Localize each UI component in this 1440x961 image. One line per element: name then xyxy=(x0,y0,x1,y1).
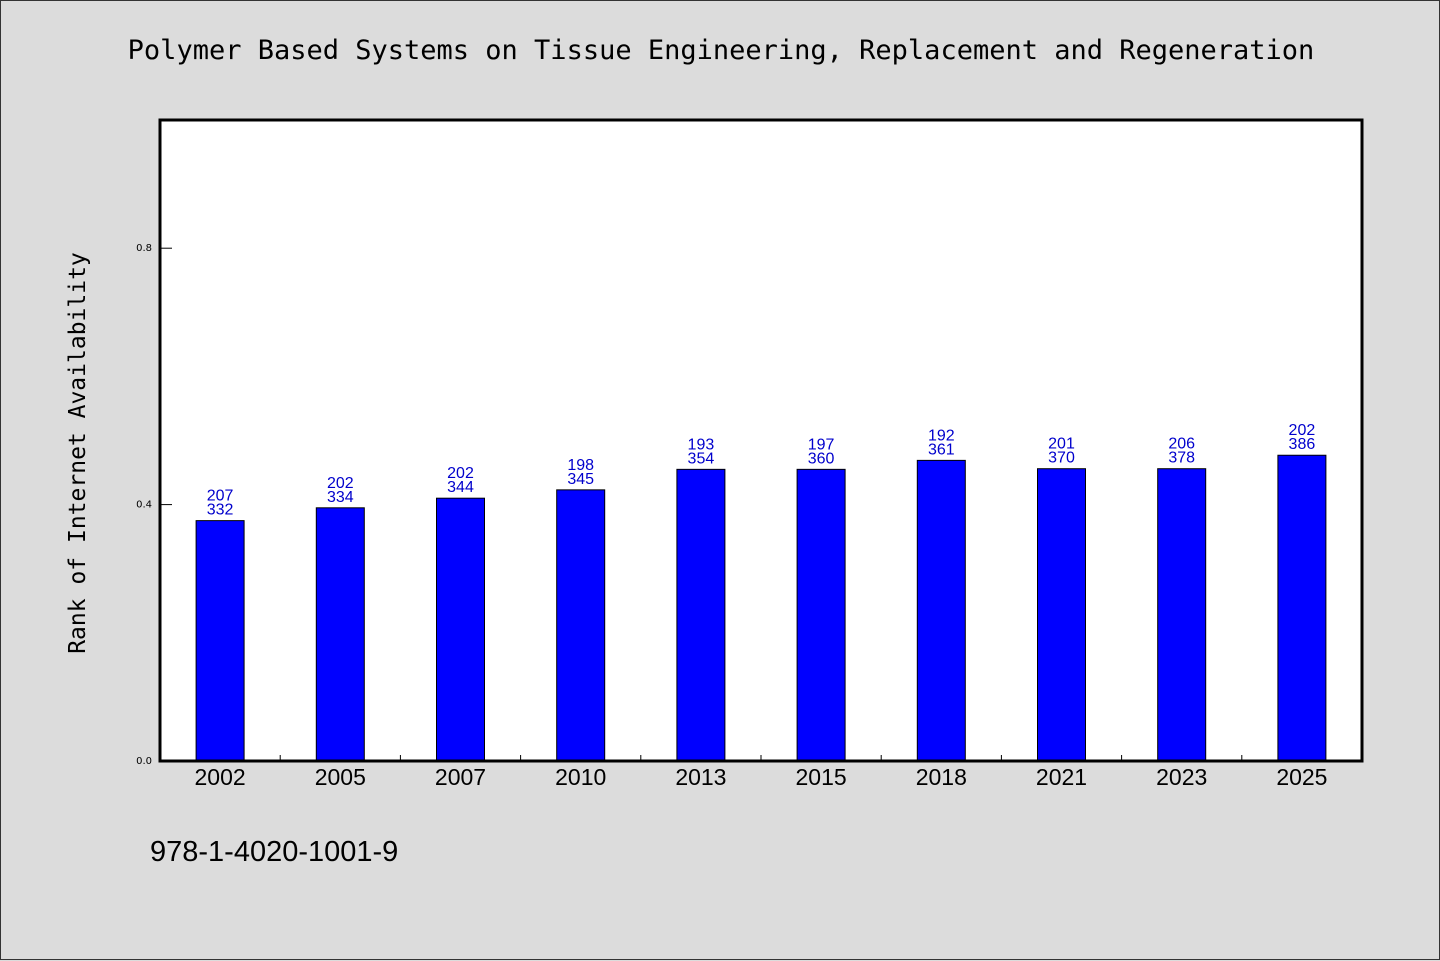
x-tick-label: 2013 xyxy=(675,764,726,790)
bar-label-bottom: 344 xyxy=(447,479,474,496)
bar-label-bottom: 378 xyxy=(1168,450,1195,467)
bar-label-top: 202 xyxy=(327,475,354,492)
bar xyxy=(676,468,726,762)
bar xyxy=(1037,468,1086,762)
chart-title: Polymer Based Systems on Tissue Engineer… xyxy=(127,35,1315,66)
bar-label-bottom: 370 xyxy=(1048,450,1075,467)
x-tick-label: 2015 xyxy=(796,764,847,790)
bar-label-bottom: 345 xyxy=(567,471,594,488)
bar xyxy=(796,468,846,762)
bar-label-top: 201 xyxy=(1048,436,1075,453)
bar xyxy=(1277,454,1327,762)
bar-label-top: 202 xyxy=(1289,422,1316,439)
isbn-label: 978-1-4020-1001-9 xyxy=(150,836,399,868)
x-tick-label: 2023 xyxy=(1156,764,1207,790)
y-tick-label: 0.8 xyxy=(136,243,152,254)
x-tick-label: 2007 xyxy=(435,764,486,790)
plot-frame xyxy=(158,118,1364,763)
bar-label-bottom: 386 xyxy=(1289,436,1316,453)
bar-label-bottom: 354 xyxy=(688,450,715,467)
bar-label-top: 198 xyxy=(567,457,594,474)
x-tick-label: 2010 xyxy=(555,764,606,790)
bar-label-top: 197 xyxy=(808,436,835,453)
y-tick-label: 0.0 xyxy=(136,756,152,767)
bar-label-top: 202 xyxy=(447,465,474,482)
bar-label-top: 207 xyxy=(207,488,234,505)
x-tick-label: 2021 xyxy=(1036,764,1087,790)
x-tick-label: 2005 xyxy=(315,764,366,790)
y-tick-label: 0.4 xyxy=(136,500,152,511)
bar xyxy=(436,497,485,762)
bar-label-bottom: 334 xyxy=(327,489,354,506)
x-tick-label: 2002 xyxy=(195,764,246,790)
bar-label-top: 193 xyxy=(688,436,715,453)
bar xyxy=(315,507,365,762)
bar-label-bottom: 360 xyxy=(808,450,835,467)
bar-label-top: 206 xyxy=(1168,436,1195,453)
x-tick-label: 2018 xyxy=(916,764,967,790)
bar xyxy=(916,459,966,762)
bar xyxy=(195,520,245,762)
bar-label-top: 192 xyxy=(928,427,955,444)
bar-label-bottom: 332 xyxy=(207,502,234,519)
bar xyxy=(1157,468,1207,762)
bar-label-bottom: 361 xyxy=(928,441,955,458)
bar xyxy=(556,489,606,762)
x-tick-label: 2025 xyxy=(1276,764,1327,790)
